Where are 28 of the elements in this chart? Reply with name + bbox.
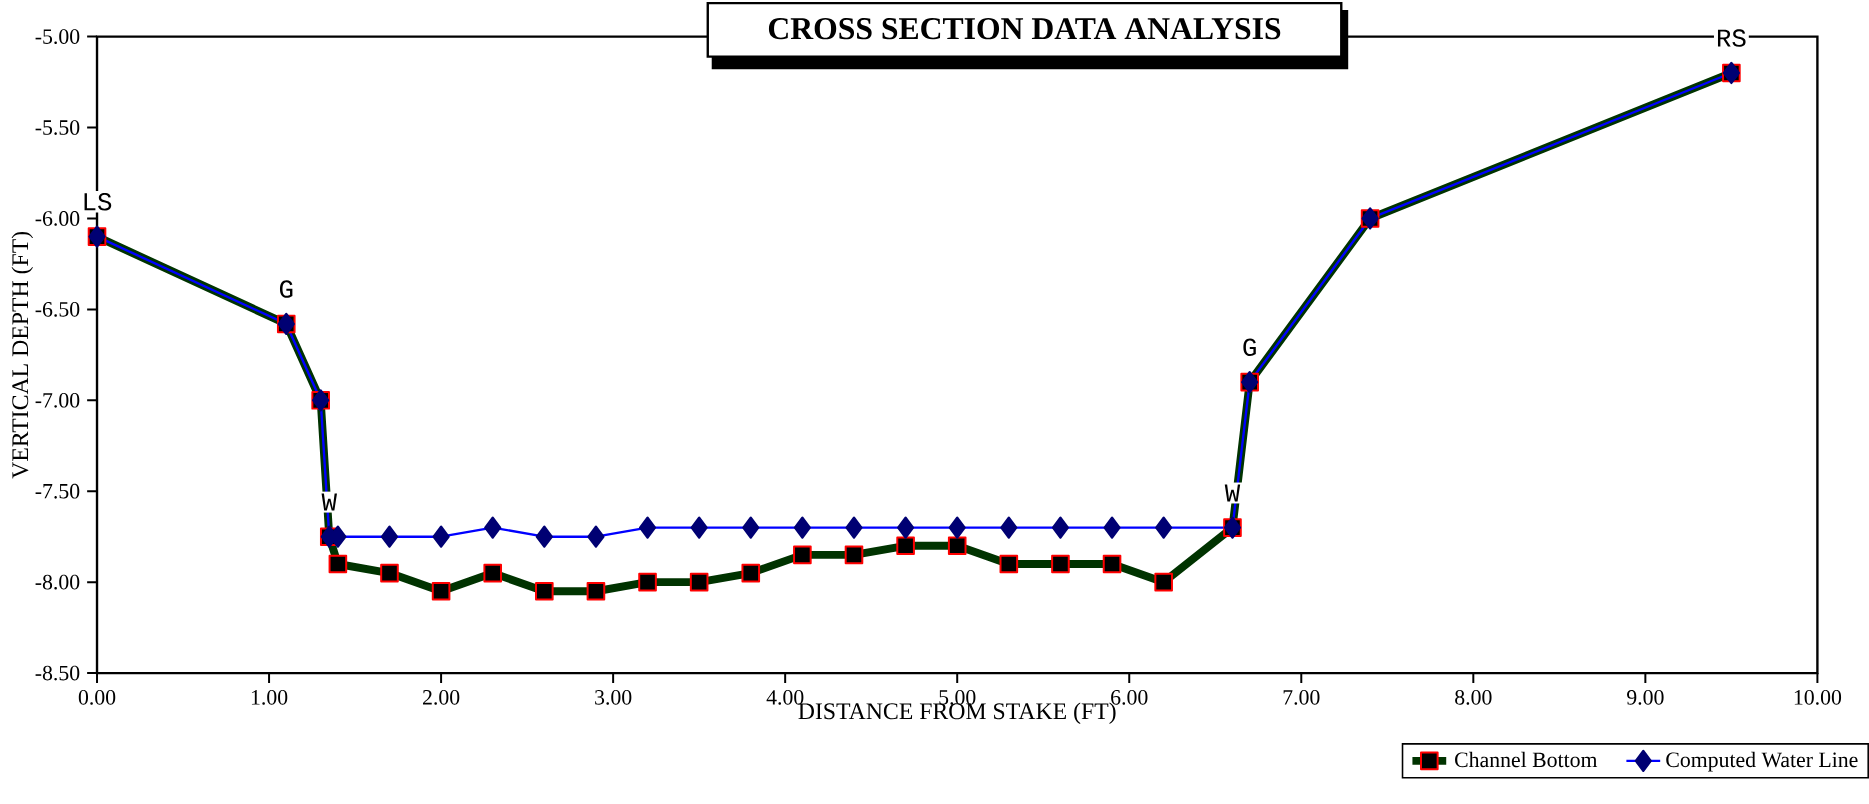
annotation: G: [1243, 338, 1256, 357]
chart-title: CROSS SECTION DATA ANALYSIS: [768, 18, 1281, 40]
x-tick-label: 5.00: [939, 690, 976, 705]
legend-label: Channel Bottom: [1455, 751, 1598, 768]
annotation: RS: [1717, 29, 1746, 47]
annotation: G: [279, 280, 293, 298]
annotation: W: [1224, 484, 1241, 502]
x-tick-label: 2.00: [423, 690, 460, 705]
legend-label: Computed Water Line: [1666, 751, 1858, 772]
x-tick-label: 3.00: [595, 690, 632, 705]
y-tick-label: -8.00: [35, 574, 80, 590]
y-tick-label: -6.00: [35, 211, 80, 226]
x-tick-label: 8.00: [1455, 690, 1492, 705]
x-tick-label: 7.00: [1283, 690, 1320, 705]
x-tick-label: 4.00: [766, 690, 804, 705]
annotation: W: [321, 493, 337, 511]
y-axis-title: VERTICAL DEPTH (FT): [11, 232, 34, 479]
y-tick-label: -5.50: [35, 120, 80, 136]
y-tick-label: -6.50: [35, 302, 80, 317]
y-tick-label: -5.00: [35, 29, 80, 45]
y-tick-label: -7.50: [35, 483, 80, 499]
x-tick-label: 10.00: [1794, 690, 1842, 705]
annotation: LS: [84, 193, 112, 211]
x-tick-label: 0.00: [78, 690, 116, 705]
y-tick-label: -7.00: [35, 393, 80, 408]
x-tick-label: 9.00: [1627, 690, 1664, 705]
y-tick-label: -8.50: [35, 665, 80, 681]
x-tick-label: 1.00: [251, 690, 288, 705]
